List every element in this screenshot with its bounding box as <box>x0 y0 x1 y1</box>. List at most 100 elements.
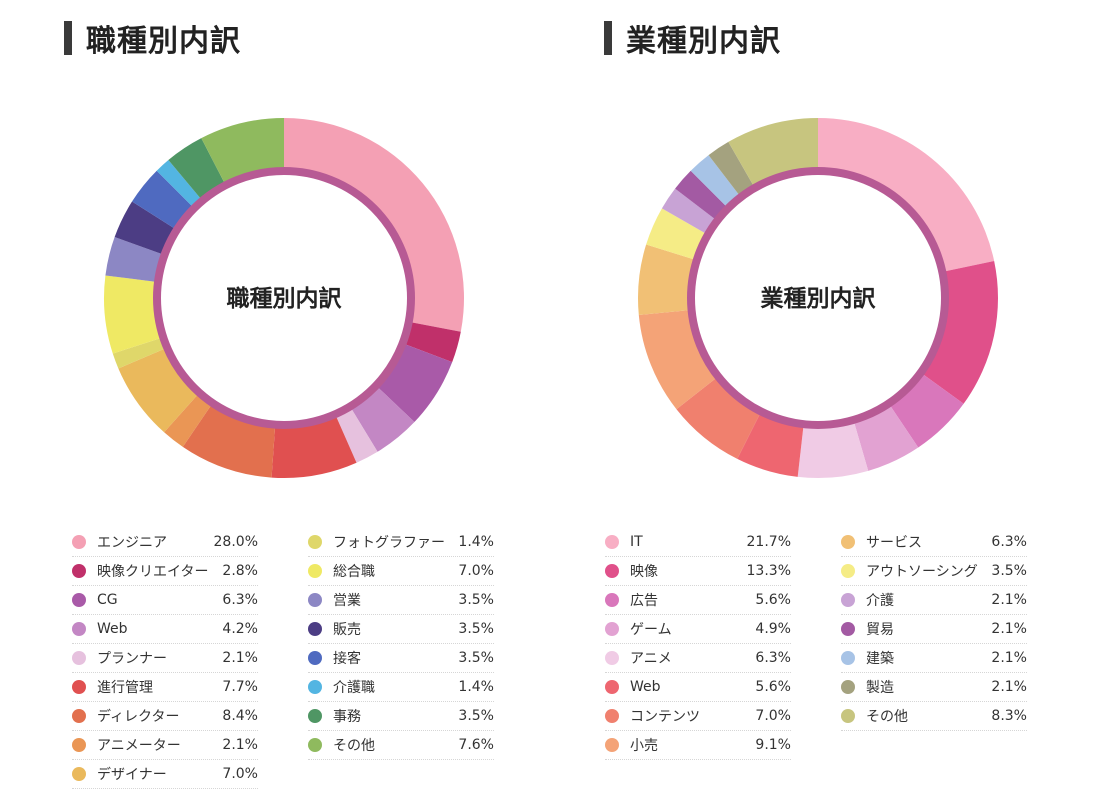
industry-legend-column-2: サービス 6.3% アウトソーシング 3.5% 介護 2.1% 貿易 2.1% 建築 2.1% 製造… <box>841 528 1027 731</box>
legend-label: IT <box>630 534 643 550</box>
legend-value: 7.0% <box>755 708 791 724</box>
legend-swatch <box>72 564 86 578</box>
legend-label: 介護 <box>866 593 894 609</box>
legend-item: ディレクター 8.4% <box>72 702 258 731</box>
legend-swatch <box>308 680 322 694</box>
legend-value: 13.3% <box>746 563 791 579</box>
legend-item: 広告 5.6% <box>605 586 791 615</box>
legend-item: IT 21.7% <box>605 528 791 557</box>
legend-swatch <box>841 680 855 694</box>
legend-value: 7.6% <box>458 737 494 753</box>
legend-label: コンテンツ <box>630 709 700 725</box>
legend-value: 4.9% <box>755 621 791 637</box>
donut-slice-1-9 <box>646 208 711 262</box>
legend-value: 6.3% <box>222 592 258 608</box>
legend-item: 製造 2.1% <box>841 673 1027 702</box>
legend-value: 2.1% <box>991 679 1027 695</box>
donut-center-label: 業種別内訳 <box>760 285 877 312</box>
legend-item: ゲーム 4.9% <box>605 615 791 644</box>
legend-swatch <box>605 738 619 752</box>
legend-swatch <box>72 767 86 781</box>
legend-swatch <box>605 593 619 607</box>
donut-inner-ring <box>687 167 949 429</box>
legend-value: 5.6% <box>755 679 791 695</box>
legend-swatch <box>841 535 855 549</box>
legend-swatch <box>308 709 322 723</box>
legend-swatch <box>72 622 86 636</box>
legend-swatch <box>605 709 619 723</box>
donut-slice-1-10 <box>661 188 720 237</box>
legend-item: プランナー 2.1% <box>72 644 258 673</box>
legend-value: 6.3% <box>755 650 791 666</box>
legend-value: 3.5% <box>458 592 494 608</box>
section-title-text: 職種別内訳 <box>86 24 241 59</box>
legend-label: 映像 <box>630 564 658 580</box>
legend-label: エンジニア <box>97 535 167 551</box>
section-title-industry: 業種別内訳 <box>604 16 781 60</box>
donut-slice-0-14 <box>156 160 205 211</box>
legend-value: 1.4% <box>458 679 494 695</box>
legend-value: 7.0% <box>222 766 258 782</box>
legend-label: その他 <box>333 738 375 754</box>
legend-value: 21.7% <box>746 534 791 550</box>
legend-value: 3.5% <box>991 563 1027 579</box>
legend-label: 広告 <box>630 593 658 609</box>
legend-value: 2.8% <box>222 563 258 579</box>
legend-label: 介護職 <box>333 680 375 696</box>
legend-item: CG 6.3% <box>72 586 258 615</box>
occupation-legend-column-1: エンジニア 28.0% 映像クリエイター 2.8% CG 6.3% Web 4.2% プランナー… <box>72 528 258 789</box>
legend-swatch <box>841 622 855 636</box>
legend-item: エンジニア 28.0% <box>72 528 258 557</box>
donut-slice-0-7 <box>164 390 215 447</box>
legend-label: その他 <box>866 709 908 725</box>
legend-value: 4.2% <box>222 621 258 637</box>
legend-swatch <box>72 738 86 752</box>
legend-item: 貿易 2.1% <box>841 615 1027 644</box>
legend-label: デザイナー <box>97 767 167 783</box>
legend-label: 製造 <box>866 680 894 696</box>
legend-label: ゲーム <box>630 622 672 638</box>
legend-swatch <box>605 622 619 636</box>
legend-value: 2.1% <box>991 592 1027 608</box>
legend-value: 3.5% <box>458 650 494 666</box>
legend-value: 5.6% <box>755 592 791 608</box>
donut-slice-1-4 <box>797 417 869 478</box>
donut-slice-0-4 <box>333 403 378 463</box>
legend-value: 2.1% <box>991 650 1027 666</box>
legend-swatch <box>841 564 855 578</box>
legend-value: 8.3% <box>991 708 1027 724</box>
legend-swatch <box>72 535 86 549</box>
legend-label: 小売 <box>630 738 658 754</box>
donut-slice-0-1 <box>399 321 461 363</box>
legend-value: 9.1% <box>755 737 791 753</box>
donut-slice-0-15 <box>168 138 228 203</box>
legend-item: 介護職 1.4% <box>308 673 494 702</box>
legend-value: 8.4% <box>222 708 258 724</box>
donut-slice-1-13 <box>708 141 757 200</box>
occupation-legend-column-2: フォトグラファー 1.4% 総合職 7.0% 営業 3.5% 販売 3.5% 接客 3.5% 介護職… <box>308 528 494 760</box>
legend-item: 総合職 7.0% <box>308 557 494 586</box>
donut-slice-1-11 <box>675 170 731 223</box>
legend-item: アニメーター 2.1% <box>72 731 258 760</box>
legend-swatch <box>72 651 86 665</box>
legend-label: 接客 <box>333 651 361 667</box>
legend-item: デザイナー 7.0% <box>72 760 258 789</box>
title-accent-bar <box>604 21 612 55</box>
industry-donut-chart: 業種別内訳 <box>638 118 998 478</box>
donut-slice-1-1 <box>918 260 998 404</box>
legend-item: その他 8.3% <box>841 702 1027 731</box>
legend-swatch <box>841 593 855 607</box>
legend-item: サービス 6.3% <box>841 528 1027 557</box>
legend-swatch <box>841 651 855 665</box>
donut-slice-1-0 <box>818 118 995 273</box>
donut-slice-0-11 <box>105 237 168 283</box>
legend-label: アウトソーシング <box>866 564 978 580</box>
legend-swatch <box>605 680 619 694</box>
legend-label: CG <box>97 592 118 608</box>
legend-item: コンテンツ 7.0% <box>605 702 791 731</box>
legend-item: 小売 9.1% <box>605 731 791 760</box>
legend-item: 営業 3.5% <box>308 586 494 615</box>
donut-slice-1-5 <box>737 408 805 477</box>
legend-swatch <box>72 680 86 694</box>
legend-label: Web <box>630 679 661 695</box>
